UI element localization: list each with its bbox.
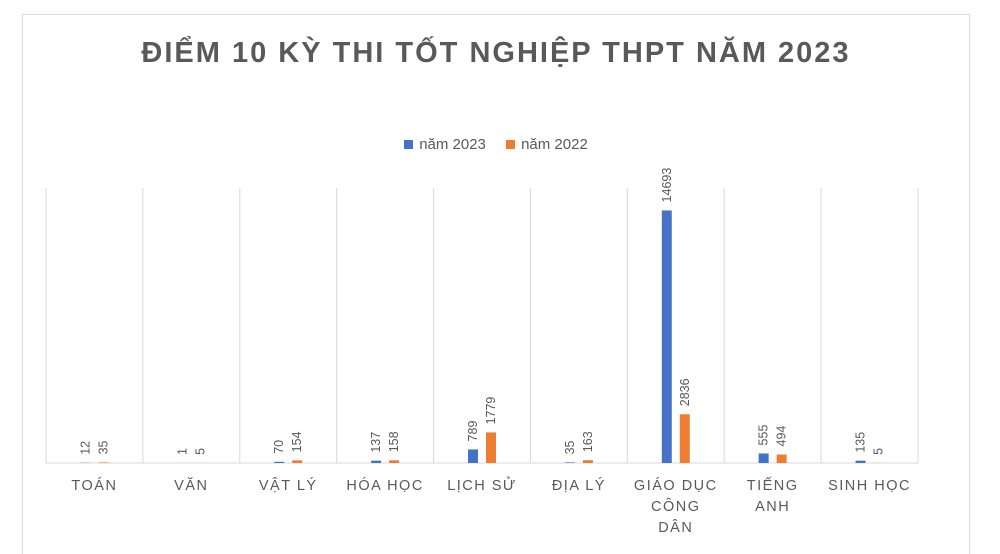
data-label: 35 — [563, 440, 577, 454]
bar-series-2 — [486, 432, 496, 463]
x-tick-label: SINH HỌC — [828, 478, 911, 494]
data-label: 163 — [581, 431, 595, 452]
data-label: 2836 — [678, 378, 692, 406]
bar-series-1 — [662, 210, 672, 463]
x-tick-label: ĐỊA LÝ — [552, 477, 606, 494]
bar-series-2 — [680, 414, 690, 463]
data-label: 35 — [96, 440, 110, 454]
bar-series-2 — [777, 455, 787, 463]
bar-series-2 — [583, 460, 593, 463]
bar-series-1 — [274, 462, 284, 463]
data-label: 70 — [272, 440, 286, 454]
bar-series-1 — [468, 449, 478, 463]
data-label: 1 — [175, 448, 189, 455]
bar-series-2 — [98, 462, 108, 463]
bar-series-1 — [856, 461, 866, 463]
bar-series-2 — [389, 460, 399, 463]
bar-series-1 — [371, 461, 381, 463]
data-label: 789 — [466, 421, 480, 442]
data-label: 14693 — [660, 168, 674, 203]
data-label: 158 — [387, 431, 401, 452]
data-label: 555 — [757, 425, 771, 446]
x-tick-label: LỊCH SỬ — [447, 476, 517, 494]
data-label: 154 — [290, 431, 304, 452]
x-tick-label: HÓA HỌC — [346, 477, 423, 494]
data-label: 5 — [193, 448, 207, 455]
bar-series-1 — [565, 462, 575, 463]
x-tick-label: TOÁN — [71, 477, 117, 494]
data-label: 5 — [872, 448, 886, 455]
x-tick-label: VĂN — [174, 477, 208, 494]
data-label: 494 — [775, 426, 789, 447]
data-label: 12 — [78, 441, 92, 455]
bar-series-1 — [759, 453, 769, 463]
data-label: 135 — [854, 432, 868, 453]
data-label: 137 — [369, 432, 383, 453]
bar-series-2 — [292, 460, 302, 463]
x-tick-label: VẬT LÝ — [259, 477, 318, 494]
data-label: 1779 — [484, 397, 498, 425]
